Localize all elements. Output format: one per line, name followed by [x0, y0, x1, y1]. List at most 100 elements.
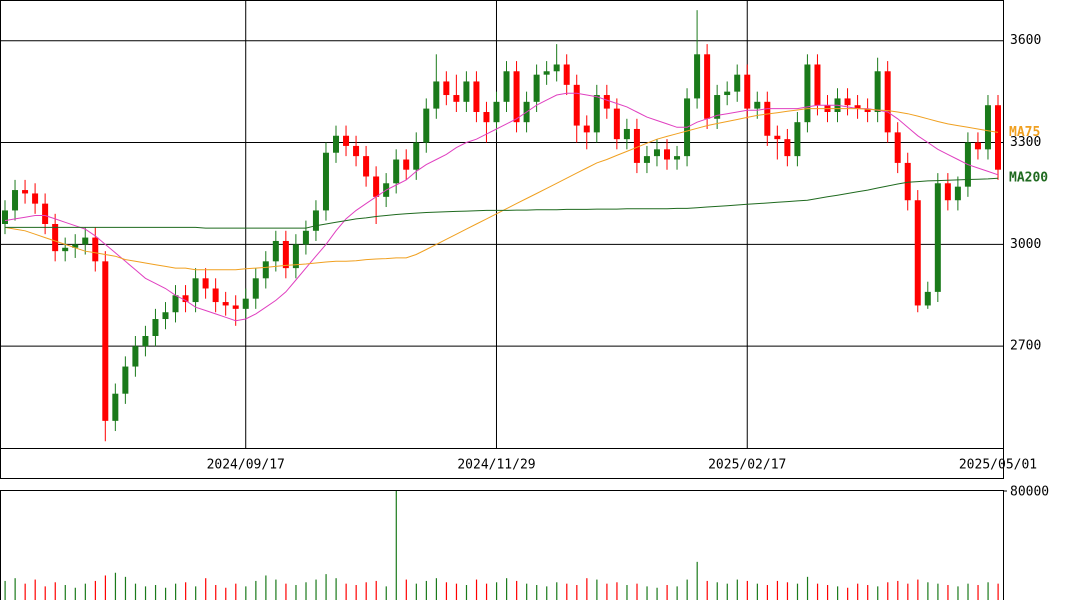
volume-bar: [586, 578, 588, 600]
candle-body: [353, 145, 360, 157]
candle-body: [12, 190, 19, 211]
volume-bar: [154, 585, 157, 600]
volume-bar: [676, 586, 678, 600]
volume-bar: [495, 582, 498, 600]
candle-body: [242, 298, 249, 309]
candle-body: [42, 203, 49, 224]
volume-bar: [34, 579, 36, 600]
volume-bar: [907, 583, 909, 600]
volume-bar: [235, 583, 237, 600]
candle-body: [312, 210, 319, 231]
volume-bar: [506, 578, 508, 600]
candle-body: [694, 54, 701, 99]
volume-bar: [415, 583, 417, 600]
candle-body: [734, 74, 741, 92]
volume-bar: [766, 585, 769, 600]
volume-bar: [756, 583, 758, 600]
candle-body: [403, 159, 410, 170]
volume-bar: [867, 585, 869, 600]
volume-bar: [175, 583, 177, 600]
volume-bar: [576, 585, 578, 600]
volume-bar: [716, 582, 718, 600]
volume-bar: [4, 580, 6, 600]
volume-bar: [917, 579, 919, 600]
candle-body: [573, 84, 580, 126]
volume-bar: [455, 583, 458, 600]
candle-body: [904, 162, 911, 201]
candle-body: [333, 135, 339, 153]
volume-bar: [345, 583, 347, 600]
volume-bar: [897, 580, 899, 600]
candle-body: [102, 261, 109, 421]
candle-body: [272, 240, 279, 262]
candle-body: [212, 288, 219, 303]
volume-bar: [355, 585, 357, 600]
candle-body: [884, 71, 891, 133]
candle-body: [984, 105, 991, 150]
candle-body: [22, 190, 29, 194]
candle-body: [854, 105, 861, 109]
candle-body: [513, 71, 520, 123]
candle-body: [704, 54, 711, 119]
candle-body: [473, 81, 480, 112]
volume-bar: [977, 585, 979, 600]
volume-bar: [225, 587, 227, 600]
x-tick-label: 2024/09/17: [207, 458, 285, 473]
volume-bar: [696, 561, 698, 600]
candle-body: [643, 156, 650, 163]
volume-bar: [14, 578, 16, 600]
candle-body: [62, 247, 69, 252]
candle-body: [122, 366, 129, 394]
volume-bar: [736, 579, 738, 600]
candle-body: [132, 346, 139, 367]
volume-bar: [74, 587, 76, 600]
volume-bar: [967, 583, 969, 600]
ma-label: MA75: [1009, 125, 1040, 140]
candle-body: [182, 295, 189, 303]
moving-average: [4, 92, 999, 322]
volume-bar: [485, 583, 488, 600]
volume-bar: [315, 579, 317, 600]
candle-body: [413, 142, 420, 170]
volume-bar: [275, 579, 277, 600]
volume-bar: [285, 583, 287, 600]
volume-bar: [927, 582, 929, 600]
candle-body: [633, 128, 640, 163]
y-tick-label: 80000: [1010, 485, 1049, 500]
candle-body: [674, 156, 681, 160]
volume-bar: [947, 585, 949, 600]
volume-bar: [114, 572, 117, 600]
candle-body: [232, 305, 239, 309]
candle-body: [784, 139, 791, 157]
volume-bar: [134, 583, 137, 600]
candle-body: [152, 319, 159, 336]
candle-body: [252, 278, 259, 299]
candle-body: [804, 64, 811, 123]
candle-body: [363, 156, 370, 177]
volume-bar: [265, 575, 267, 600]
volume-bar: [305, 582, 307, 600]
volume-bar: [255, 580, 257, 600]
candle-body: [192, 278, 199, 303]
candle-body: [172, 295, 179, 313]
volume-bar: [626, 585, 628, 600]
volume-bar: [475, 579, 478, 600]
volume-bar: [606, 583, 608, 600]
volume-bar: [776, 580, 779, 600]
y-tick-label: 3600: [1010, 33, 1041, 48]
volume-bar: [596, 579, 598, 600]
volume-bar: [837, 586, 839, 600]
volume-bar: [195, 586, 197, 600]
candle-body: [92, 237, 99, 262]
volume-bar: [726, 583, 728, 600]
volume-bar: [335, 578, 337, 600]
x-tick-label: 2024/11/29: [457, 458, 535, 473]
candle-body: [2, 210, 8, 224]
candle-body: [322, 152, 329, 211]
volume-bar: [987, 582, 989, 600]
candle-body: [423, 108, 430, 143]
candle-body: [222, 302, 229, 306]
candle-body: [814, 64, 821, 106]
volume-bar: [806, 576, 809, 600]
